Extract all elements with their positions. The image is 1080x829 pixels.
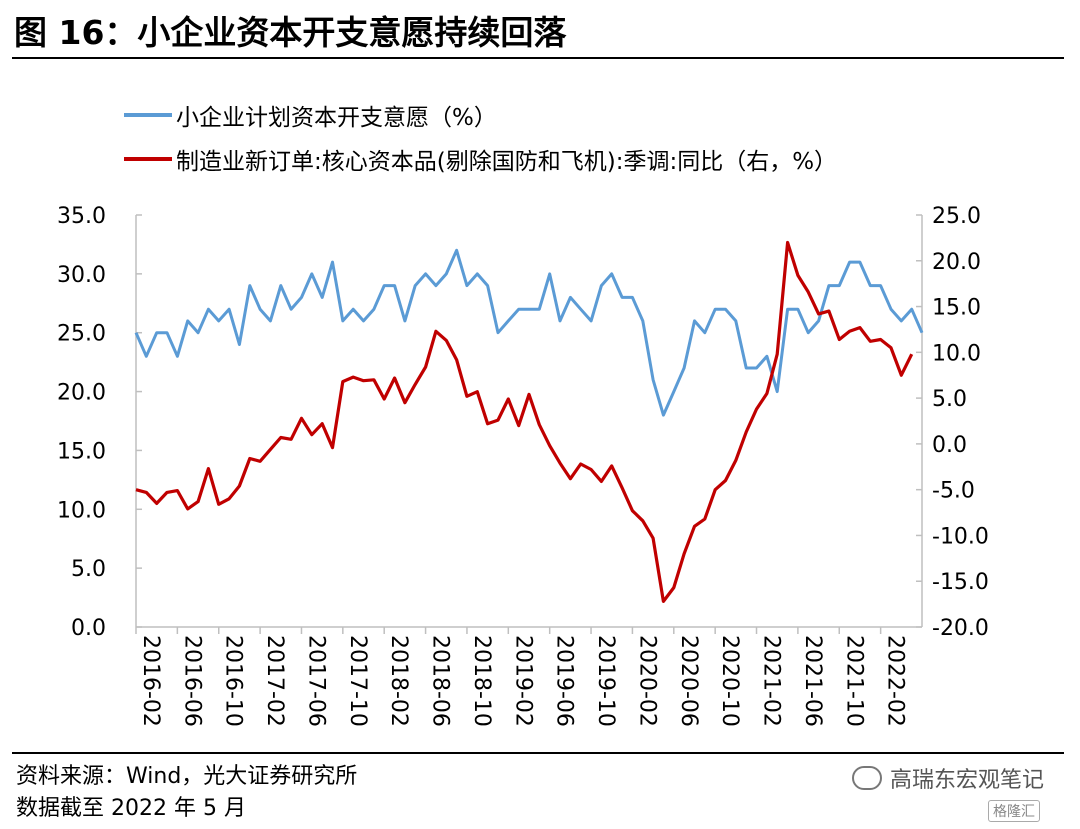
series-line-core-capital-goods-orders bbox=[135, 240, 914, 604]
x-tick-label: 2017-06 bbox=[303, 635, 328, 727]
footer-rule bbox=[12, 752, 1064, 754]
source-badge: 格隆汇 bbox=[988, 800, 1040, 822]
chart-title: 图 16：小企业资本开支意愿持续回落 bbox=[14, 13, 567, 52]
x-tick-label: 2019-06 bbox=[552, 635, 577, 727]
right-tick-label: 0.0 bbox=[932, 433, 967, 458]
watermark: 高瑞东宏观笔记 bbox=[852, 762, 1044, 794]
right-tick-label: 10.0 bbox=[932, 341, 981, 366]
x-tick-label: 2017-10 bbox=[345, 635, 370, 727]
left-tick-label: 15.0 bbox=[57, 439, 106, 464]
left-tick-label: 0.0 bbox=[71, 616, 106, 641]
x-tick-label: 2019-10 bbox=[593, 635, 618, 727]
source-note: 资料来源：Wind，光大证券研究所 bbox=[16, 764, 358, 789]
series-line-small-business-capex bbox=[134, 248, 924, 417]
x-tick-label: 2016-10 bbox=[221, 635, 246, 727]
x-tick-label: 2020-10 bbox=[717, 635, 742, 727]
x-tick-label: 2019-02 bbox=[510, 635, 535, 727]
left-tick-label: 35.0 bbox=[57, 204, 106, 229]
x-tick-label: 2021-02 bbox=[759, 635, 784, 727]
right-axis-ticks: -20.0 -15.0 -10.0 -5.0 0.0 5.0 10.0 15.0 20.0 25.… bbox=[916, 204, 989, 641]
legend-label-right-series: 制造业新订单:核心资本品(剔除国防和飞机):季调:同比（右，%） bbox=[176, 149, 838, 175]
right-tick-label: -15.0 bbox=[932, 570, 989, 595]
x-tick-label: 2021-10 bbox=[841, 635, 866, 727]
left-tick-label: 5.0 bbox=[71, 557, 106, 582]
right-tick-label: 5.0 bbox=[932, 387, 967, 412]
x-tick-label: 2018-06 bbox=[428, 635, 453, 727]
series-lines bbox=[134, 240, 924, 604]
legend-entry-right-series: 制造业新订单:核心资本品(剔除国防和飞机):季调:同比（右，%） bbox=[124, 142, 837, 176]
left-tick-label: 10.0 bbox=[57, 498, 106, 523]
left-tick-label: 30.0 bbox=[57, 263, 106, 288]
x-tick-label: 2016-02 bbox=[138, 635, 163, 727]
x-axis-ticks: 2016-02 2016-06 2016-10 2017-02 2017-06 2017-… bbox=[135, 627, 908, 727]
wechat-icon bbox=[852, 766, 882, 790]
right-tick-label: -5.0 bbox=[932, 479, 975, 504]
watermark-text: 高瑞东宏观笔记 bbox=[890, 768, 1045, 793]
title-underline bbox=[12, 57, 1064, 59]
right-tick-label: 15.0 bbox=[932, 296, 981, 321]
x-tick-label: 2016-06 bbox=[179, 635, 204, 727]
legend-swatch-blue bbox=[124, 113, 172, 117]
x-tick-label: 2020-02 bbox=[634, 635, 659, 727]
right-tick-label: -20.0 bbox=[932, 616, 989, 641]
x-tick-label: 2021-06 bbox=[800, 635, 825, 727]
right-tick-label: -10.0 bbox=[932, 524, 989, 549]
left-tick-label: 20.0 bbox=[57, 381, 106, 406]
legend-swatch-red bbox=[124, 157, 172, 161]
right-tick-label: 25.0 bbox=[932, 204, 981, 229]
x-tick-label: 2022-02 bbox=[883, 635, 908, 727]
date-note: 数据截至 2022 年 5 月 bbox=[16, 796, 246, 821]
x-tick-label: 2018-10 bbox=[469, 635, 494, 727]
right-tick-label: 20.0 bbox=[932, 250, 981, 275]
x-tick-label: 2020-06 bbox=[676, 635, 701, 727]
legend-entry-left-series: 小企业计划资本开支意愿（%） bbox=[124, 98, 497, 132]
x-tick-label: 2018-02 bbox=[386, 635, 411, 727]
x-tick-label: 2017-02 bbox=[262, 635, 287, 727]
left-axis-ticks: 0.0 5.0 10.0 15.0 20.0 25.0 30.0 35.0 bbox=[57, 204, 142, 641]
legend-label-left-series: 小企业计划资本开支意愿（%） bbox=[176, 105, 497, 131]
chart-axes bbox=[135, 215, 923, 628]
left-tick-label: 25.0 bbox=[57, 322, 106, 347]
